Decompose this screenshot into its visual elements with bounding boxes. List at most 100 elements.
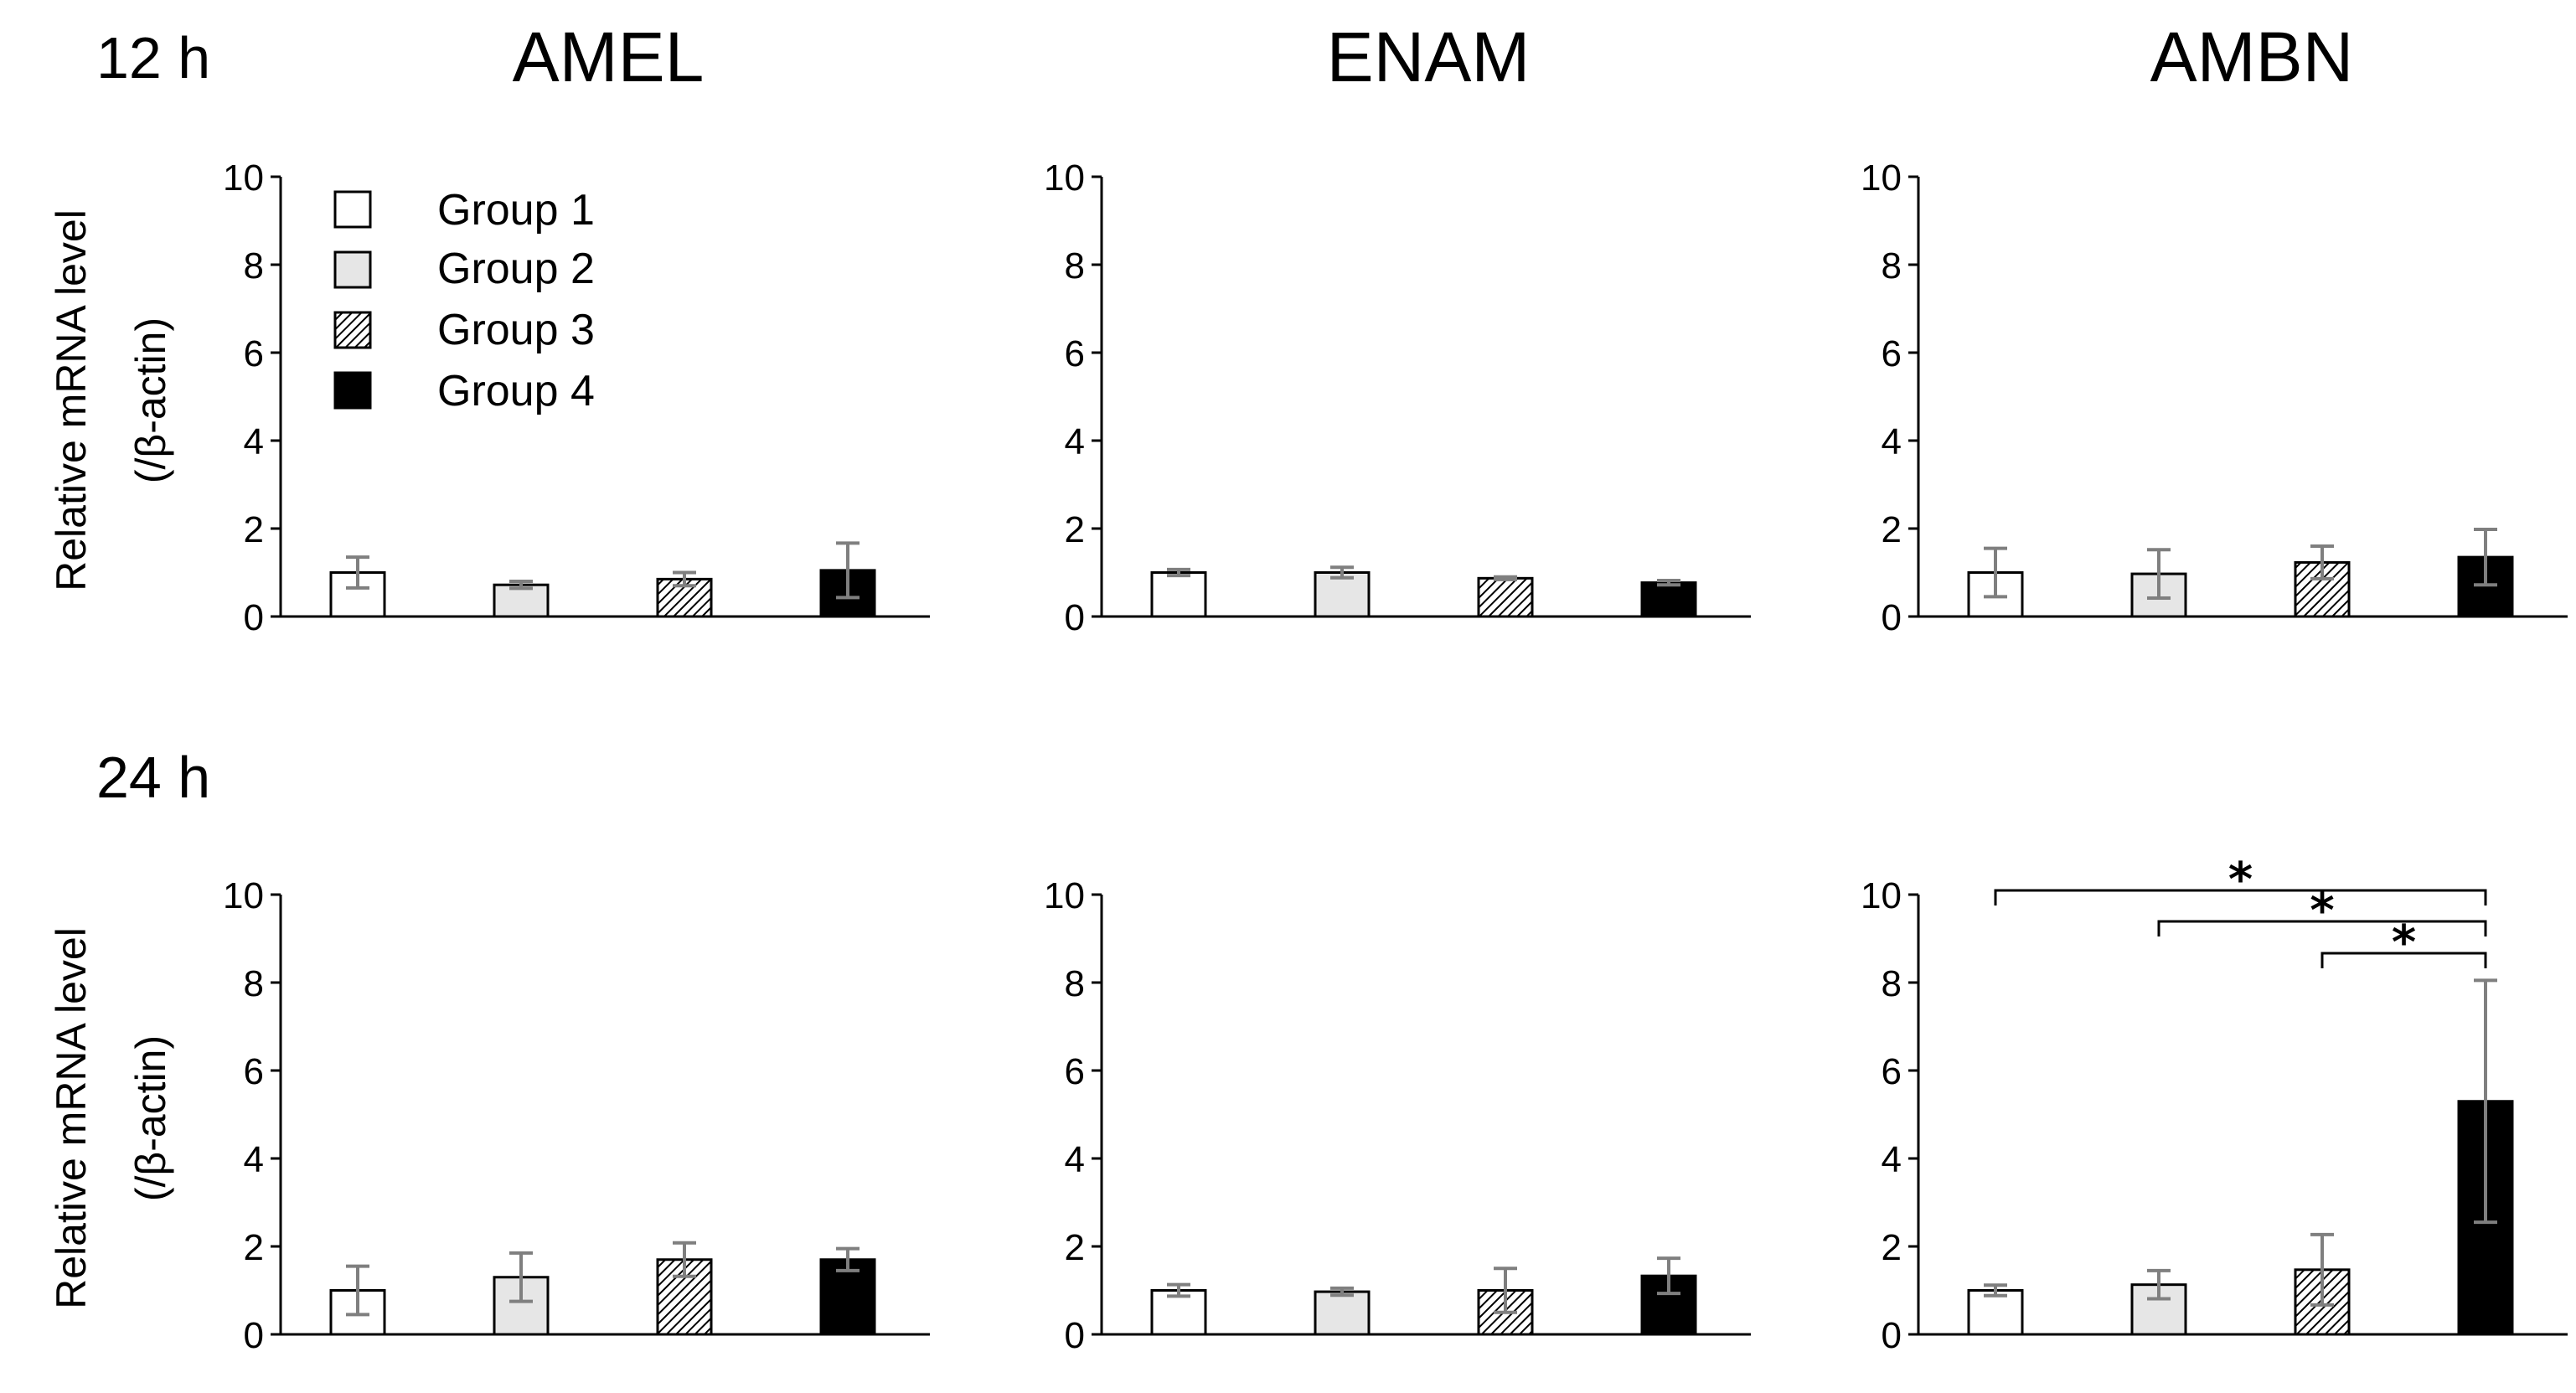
y-tick-label: 0 bbox=[1882, 1315, 1902, 1356]
y-tick-label: 2 bbox=[1065, 509, 1085, 550]
time-label-12h: 12 h bbox=[96, 25, 210, 90]
error-bar-group-4 bbox=[836, 1246, 860, 1272]
y-tick-label: 4 bbox=[244, 421, 264, 462]
error-bar-group-3 bbox=[2310, 1232, 2334, 1307]
gene-title-amel: AMEL bbox=[513, 18, 705, 96]
error-bar-group-2 bbox=[1330, 1286, 1354, 1298]
y-tick-label: 4 bbox=[1882, 1139, 1902, 1180]
error-bar-group-4 bbox=[2474, 978, 2497, 1225]
error-bar-group-2 bbox=[2147, 1268, 2171, 1301]
gene-title-ambn: AMBN bbox=[2150, 18, 2354, 96]
y-tick-label: 8 bbox=[244, 245, 264, 286]
chart-panel-1-ambn: 0 2 4 6 8 10 * * * bbox=[1861, 853, 2568, 1356]
error-bar-group-2 bbox=[509, 1251, 533, 1303]
y-tick-label: 8 bbox=[1065, 245, 1085, 286]
legend-swatch-group-3 bbox=[333, 311, 372, 349]
significance-star: * bbox=[2392, 916, 2416, 970]
bar-group-2 bbox=[1314, 1290, 1371, 1336]
y-tick-label: 8 bbox=[1882, 245, 1902, 286]
legend-label-group-2: Group 2 bbox=[437, 245, 595, 293]
y-tick-label: 8 bbox=[244, 963, 264, 1004]
legend: Group 1 Group 2 Group 3 Group 4 bbox=[333, 186, 595, 415]
y-tick-label: 4 bbox=[1065, 1139, 1085, 1180]
gene-title-enam: ENAM bbox=[1327, 18, 1531, 96]
y-tick-label: 10 bbox=[223, 157, 264, 199]
y-tick-label: 0 bbox=[1882, 597, 1902, 638]
y-axis-label-bottom: Relative mRNA level (/β-actin) bbox=[48, 927, 174, 1309]
legend-label-group-4: Group 4 bbox=[437, 367, 595, 415]
y-tick-label: 0 bbox=[244, 1315, 264, 1356]
y-axis-label-top: Relative mRNA level (/β-actin) bbox=[48, 209, 174, 591]
y-tick-label: 10 bbox=[1044, 875, 1085, 916]
error-bar-group-1 bbox=[346, 555, 369, 590]
legend-swatch-group-2 bbox=[333, 250, 372, 289]
bar-group-1 bbox=[1150, 1289, 1207, 1336]
y-tick-label: 10 bbox=[1861, 875, 1902, 916]
error-bar-group-1 bbox=[346, 1264, 369, 1317]
y-tick-label: 6 bbox=[244, 1051, 264, 1092]
y-tick-label: 0 bbox=[1065, 597, 1085, 638]
bar-group-4 bbox=[1640, 581, 1697, 618]
chart-panel-1-enam: 0 2 4 6 8 10 bbox=[1044, 875, 1751, 1356]
y-tick-label: 6 bbox=[1065, 1051, 1085, 1092]
time-label-24h: 24 h bbox=[96, 745, 210, 810]
error-bar-group-2 bbox=[1330, 565, 1354, 580]
y-axis-label-line1: Relative mRNA level bbox=[48, 209, 95, 591]
error-bar-group-3 bbox=[1494, 1267, 1517, 1314]
y-tick-label: 10 bbox=[1044, 157, 1085, 199]
y-tick-label: 10 bbox=[223, 875, 264, 916]
significance-line bbox=[2157, 920, 2487, 936]
error-bar-group-2 bbox=[2147, 548, 2171, 600]
y-tick-label: 10 bbox=[1861, 157, 1902, 199]
error-bar-group-1 bbox=[1167, 567, 1190, 578]
y-tick-label: 6 bbox=[1882, 1051, 1902, 1092]
error-bar-group-1 bbox=[1984, 546, 2007, 599]
y-tick-label: 8 bbox=[1065, 963, 1085, 1004]
error-bar-group-3 bbox=[1494, 575, 1517, 581]
error-bar-group-4 bbox=[1657, 1256, 1680, 1296]
error-bar-group-2 bbox=[509, 580, 533, 591]
legend-label-group-3: Group 3 bbox=[437, 306, 595, 354]
significance-bracket bbox=[1994, 889, 2487, 905]
significance-line bbox=[1994, 889, 2487, 905]
y-tick-label: 4 bbox=[1882, 421, 1902, 462]
error-bar-group-3 bbox=[673, 570, 696, 588]
significance-line bbox=[2320, 952, 2487, 968]
error-bar-group-3 bbox=[673, 1241, 696, 1278]
y-tick-label: 4 bbox=[1065, 421, 1085, 462]
y-tick-label: 6 bbox=[244, 333, 264, 374]
bar-group-1 bbox=[1150, 571, 1207, 618]
error-bar-group-1 bbox=[1984, 1283, 2007, 1298]
significance-star: * bbox=[2310, 884, 2334, 938]
y-tick-label: 0 bbox=[1065, 1315, 1085, 1356]
error-bar-group-4 bbox=[2474, 528, 2497, 587]
y-tick-label: 2 bbox=[244, 509, 264, 550]
legend-label-group-1: Group 1 bbox=[437, 186, 595, 235]
y-tick-label: 4 bbox=[244, 1139, 264, 1180]
y-tick-label: 2 bbox=[244, 1227, 264, 1268]
y-tick-label: 6 bbox=[1882, 333, 1902, 374]
error-bar-group-4 bbox=[1657, 578, 1680, 587]
y-tick-label: 2 bbox=[1065, 1227, 1085, 1268]
significance-star: * bbox=[2228, 853, 2253, 907]
y-axis-label-line2: (/β-actin) bbox=[127, 317, 174, 483]
significance-bracket bbox=[2157, 920, 2487, 936]
y-tick-label: 6 bbox=[1065, 333, 1085, 374]
y-tick-label: 0 bbox=[244, 597, 264, 638]
error-bar-group-4 bbox=[836, 541, 860, 600]
y-axis-label-line2: (/β-actin) bbox=[127, 1035, 174, 1201]
bar-group-3 bbox=[1477, 576, 1534, 618]
error-bar-group-3 bbox=[2310, 544, 2334, 580]
y-tick-label: 2 bbox=[1882, 509, 1902, 550]
chart-panel-0-amel: 0 2 4 6 8 10 bbox=[223, 157, 930, 638]
chart-panel-1-amel: 0 2 4 6 8 10 bbox=[223, 875, 930, 1356]
legend-swatch-group-1 bbox=[333, 190, 372, 229]
y-axis-label-line1: Relative mRNA level bbox=[48, 927, 95, 1309]
bar-group-1 bbox=[1967, 1289, 2024, 1336]
chart-panel-0-ambn: 0 2 4 6 8 10 bbox=[1861, 157, 2568, 638]
y-tick-label: 2 bbox=[1882, 1227, 1902, 1268]
y-tick-label: 8 bbox=[1882, 963, 1902, 1004]
error-bar-group-1 bbox=[1167, 1282, 1190, 1298]
legend-swatch-group-4 bbox=[333, 371, 372, 410]
